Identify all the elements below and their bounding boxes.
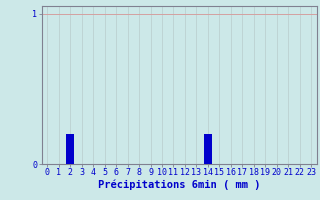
Bar [204,134,212,164]
Bar [66,134,74,164]
X-axis label: Précipitations 6min ( mm ): Précipitations 6min ( mm ) [98,180,260,190]
